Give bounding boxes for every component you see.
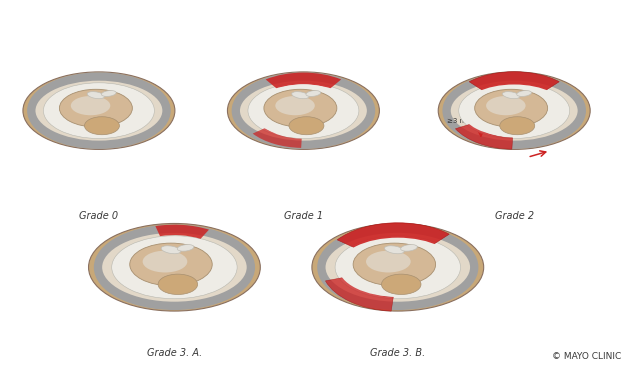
Ellipse shape xyxy=(237,77,370,144)
Ellipse shape xyxy=(366,251,411,272)
Ellipse shape xyxy=(99,229,250,305)
Ellipse shape xyxy=(475,89,548,127)
Wedge shape xyxy=(337,223,449,250)
Ellipse shape xyxy=(339,238,457,297)
Text: Grade 1: Grade 1 xyxy=(284,211,323,221)
Ellipse shape xyxy=(323,229,473,305)
Ellipse shape xyxy=(251,84,356,137)
Ellipse shape xyxy=(130,243,212,286)
Ellipse shape xyxy=(248,83,359,138)
Ellipse shape xyxy=(459,83,569,138)
Ellipse shape xyxy=(115,238,234,297)
Ellipse shape xyxy=(292,92,309,99)
Ellipse shape xyxy=(306,91,320,97)
Ellipse shape xyxy=(71,96,111,115)
Text: Grade 3. A.: Grade 3. A. xyxy=(147,348,202,358)
Ellipse shape xyxy=(335,236,461,299)
Wedge shape xyxy=(155,225,209,239)
Ellipse shape xyxy=(502,92,520,99)
Ellipse shape xyxy=(438,72,590,149)
Text: Grade 3. B.: Grade 3. B. xyxy=(370,348,425,358)
Ellipse shape xyxy=(276,96,315,115)
Ellipse shape xyxy=(44,83,154,138)
Ellipse shape xyxy=(87,92,104,99)
Wedge shape xyxy=(253,128,301,148)
Ellipse shape xyxy=(47,84,151,137)
Ellipse shape xyxy=(88,224,260,311)
Ellipse shape xyxy=(228,72,379,149)
Ellipse shape xyxy=(447,77,581,144)
Ellipse shape xyxy=(264,89,337,127)
Ellipse shape xyxy=(312,224,483,311)
Ellipse shape xyxy=(500,117,535,135)
Ellipse shape xyxy=(486,96,526,115)
Wedge shape xyxy=(265,73,341,89)
Ellipse shape xyxy=(517,91,532,97)
Ellipse shape xyxy=(143,251,187,272)
Text: Grade 2: Grade 2 xyxy=(495,211,534,221)
Ellipse shape xyxy=(101,91,116,97)
Ellipse shape xyxy=(32,77,166,144)
Text: Grade 0: Grade 0 xyxy=(80,211,118,221)
Ellipse shape xyxy=(462,84,567,137)
Ellipse shape xyxy=(85,117,119,135)
Ellipse shape xyxy=(382,274,421,294)
Text: © MAYO CLINIC: © MAYO CLINIC xyxy=(552,352,621,361)
Ellipse shape xyxy=(23,72,175,149)
Wedge shape xyxy=(325,276,393,311)
Ellipse shape xyxy=(177,244,194,251)
Ellipse shape xyxy=(401,244,417,251)
Ellipse shape xyxy=(384,246,404,254)
Ellipse shape xyxy=(59,89,132,127)
Text: ≥3 mm: ≥3 mm xyxy=(447,118,473,124)
Ellipse shape xyxy=(161,246,181,254)
Wedge shape xyxy=(469,72,559,92)
Ellipse shape xyxy=(112,236,237,299)
Ellipse shape xyxy=(158,274,198,294)
Wedge shape xyxy=(456,123,513,149)
Ellipse shape xyxy=(353,243,435,286)
Ellipse shape xyxy=(289,117,324,135)
